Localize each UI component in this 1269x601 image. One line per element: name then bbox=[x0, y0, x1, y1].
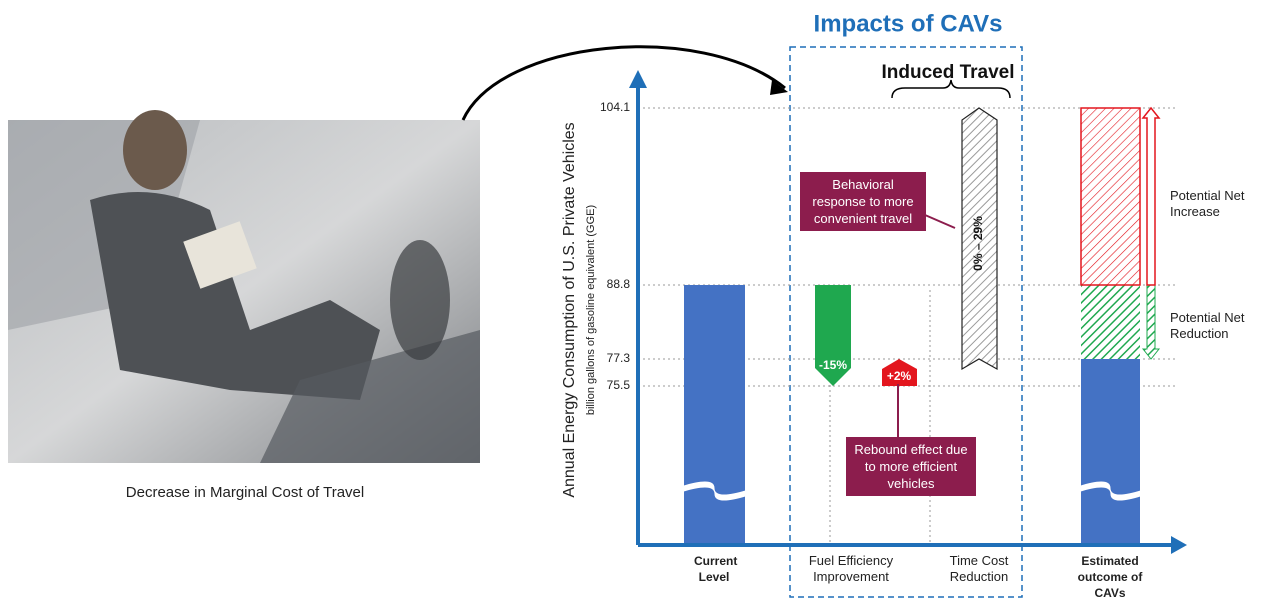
brace bbox=[891, 79, 1011, 99]
increase-segment bbox=[1080, 107, 1141, 286]
y-tick-label: 77.3 bbox=[607, 351, 631, 365]
decrease-arrow bbox=[815, 285, 851, 386]
x-axis-arrow bbox=[1171, 536, 1187, 554]
callout-line bbox=[924, 214, 956, 229]
y-axis-sublabel: billion gallons of gasoline equivalent (… bbox=[585, 205, 597, 415]
axis-break bbox=[682, 481, 747, 501]
y-tick-label: 104.1 bbox=[600, 100, 630, 114]
increase-arrow bbox=[1141, 106, 1161, 286]
y-tick-label: 75.5 bbox=[607, 378, 631, 392]
induced-arrow bbox=[961, 107, 998, 371]
reduction-arrow bbox=[1141, 284, 1161, 360]
impacts-box bbox=[789, 46, 1023, 598]
increase-arrow bbox=[882, 359, 917, 386]
net-reduction-label: Potential Net Reduction bbox=[1170, 310, 1245, 341]
behavioral-callout: Behavioral response to more convenient t… bbox=[800, 172, 926, 231]
arrow-label: 0% – 29% bbox=[971, 216, 985, 271]
bar bbox=[1081, 359, 1140, 545]
arrow-label: -15% bbox=[819, 358, 847, 372]
photo bbox=[8, 110, 480, 463]
x-tick-label: Fuel Efficiency Improvement bbox=[808, 553, 894, 584]
y-tick-label: 88.8 bbox=[607, 277, 631, 291]
photo-caption: Decrease in Marginal Cost of Travel bbox=[126, 484, 364, 501]
induced-travel: Induced Travel bbox=[881, 62, 1014, 83]
reduction-segment bbox=[1081, 285, 1140, 359]
x-tick-label: Current Level bbox=[694, 554, 738, 584]
net-increase-label: Potential Net Increase bbox=[1170, 188, 1245, 219]
arrow-label: +2% bbox=[887, 369, 912, 383]
chart-title: Impacts of CAVs bbox=[814, 10, 1003, 37]
arrow-head bbox=[770, 80, 788, 95]
x-tick-label: Time Cost Reduction bbox=[949, 553, 1009, 584]
x-tick-label: Estimated outcome of CAVs bbox=[1077, 554, 1143, 600]
rebound-callout: Rebound effect due to more efficient veh… bbox=[846, 437, 976, 496]
bar bbox=[684, 285, 745, 545]
axis-break bbox=[1079, 481, 1142, 501]
y-axis-arrow bbox=[629, 70, 647, 88]
connector-arrow bbox=[461, 45, 786, 121]
y-axis-label: Annual Energy Consumption of U.S. Privat… bbox=[561, 122, 578, 497]
